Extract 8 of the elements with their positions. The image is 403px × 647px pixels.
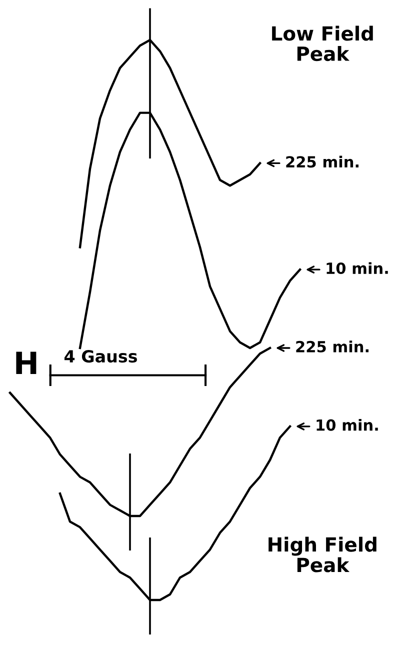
annotation: H <box>16 352 36 374</box>
annotation: Low Field Peak <box>272 26 373 62</box>
legend-label: 10 min. <box>326 262 388 274</box>
legend-label: 225 min. <box>286 156 358 168</box>
annotation: 4 Gauss <box>64 350 137 363</box>
legend-label: 225 min. <box>296 340 368 352</box>
annotation: High Field Peak <box>268 536 376 572</box>
legend-label: 10 min. <box>316 419 378 431</box>
